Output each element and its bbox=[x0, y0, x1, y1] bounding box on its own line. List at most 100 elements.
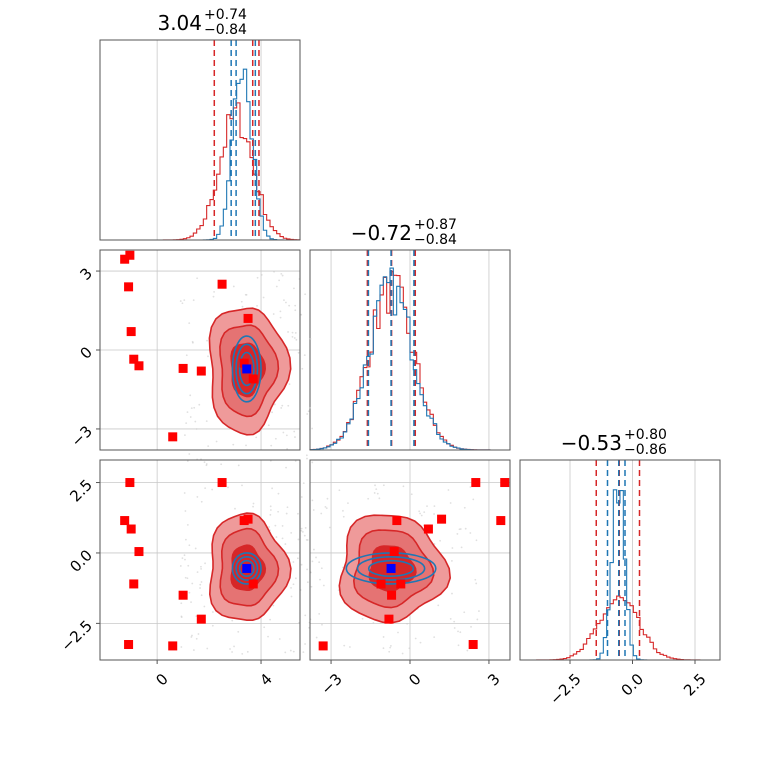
sample-point bbox=[206, 647, 209, 650]
sample-point bbox=[326, 497, 329, 500]
sample-point bbox=[290, 595, 293, 598]
sample-point bbox=[192, 649, 195, 651]
sample-point bbox=[279, 310, 282, 313]
sample-point bbox=[232, 285, 235, 288]
sample-point bbox=[291, 336, 294, 338]
sample-point bbox=[280, 272, 283, 275]
y-tick-label: −2.5 bbox=[58, 617, 96, 655]
red-marker bbox=[239, 358, 249, 368]
sample-point bbox=[320, 512, 323, 515]
x-tick-label: 0 bbox=[152, 670, 171, 689]
sample-point bbox=[450, 560, 453, 562]
sample-point bbox=[290, 586, 292, 589]
sample-point bbox=[306, 581, 309, 584]
red-marker bbox=[248, 374, 258, 384]
sample-point bbox=[256, 276, 259, 279]
sample-point bbox=[200, 581, 203, 583]
sample-point bbox=[189, 416, 192, 418]
red-marker bbox=[125, 478, 135, 488]
sample-point bbox=[300, 563, 303, 566]
sample-point bbox=[304, 293, 307, 296]
sample-point bbox=[301, 530, 304, 533]
sample-point bbox=[458, 528, 461, 531]
sample-point bbox=[184, 510, 187, 512]
sample-point bbox=[382, 647, 385, 650]
sample-point bbox=[449, 617, 452, 620]
hist-1-frame bbox=[309, 249, 511, 451]
sample-point bbox=[306, 457, 308, 460]
sample-point bbox=[304, 614, 307, 617]
sample-point bbox=[288, 304, 291, 307]
sample-point bbox=[200, 594, 203, 597]
title-plus: +0.80 bbox=[624, 427, 667, 443]
sample-point bbox=[281, 525, 284, 527]
sample-point bbox=[389, 645, 392, 647]
sample-point bbox=[297, 538, 300, 541]
sample-point bbox=[199, 583, 202, 586]
red-marker bbox=[423, 524, 433, 534]
sample-point bbox=[192, 299, 195, 302]
red-marker bbox=[178, 363, 188, 373]
sample-point bbox=[186, 460, 189, 462]
blue-marker bbox=[242, 364, 252, 374]
sample-point bbox=[181, 557, 184, 560]
sample-point bbox=[179, 565, 182, 567]
red-marker bbox=[178, 590, 188, 600]
red-marker bbox=[120, 254, 130, 264]
sample-point bbox=[419, 641, 422, 644]
sample-point bbox=[185, 422, 188, 425]
red-marker bbox=[384, 614, 394, 624]
sample-point bbox=[292, 561, 295, 563]
sample-point bbox=[292, 650, 295, 653]
sample-point bbox=[310, 585, 313, 588]
sample-point bbox=[181, 302, 184, 305]
sample-point bbox=[294, 577, 297, 580]
sample-point bbox=[451, 592, 453, 595]
sample-point bbox=[372, 622, 375, 624]
sample-point bbox=[306, 568, 309, 571]
sample-point bbox=[478, 610, 480, 612]
y-tick-label: 0 bbox=[77, 343, 96, 362]
sample-point bbox=[433, 505, 436, 508]
blue-contour bbox=[367, 559, 415, 577]
sample-point bbox=[241, 484, 243, 487]
sample-point bbox=[190, 601, 192, 604]
sample-point bbox=[277, 492, 280, 495]
sample-point bbox=[463, 611, 466, 614]
sample-point bbox=[269, 509, 272, 511]
sample-point bbox=[293, 287, 295, 290]
sample-point bbox=[437, 604, 440, 607]
red-marker bbox=[126, 327, 136, 337]
x-tick-label: 2.5 bbox=[680, 670, 710, 700]
sample-point bbox=[410, 493, 413, 496]
sample-point bbox=[188, 322, 191, 325]
red-marker bbox=[496, 516, 506, 526]
sample-point bbox=[281, 404, 284, 407]
sample-point bbox=[183, 299, 186, 301]
hist-panel-2: −0.53 +0.80−0.86 bbox=[520, 427, 720, 661]
sample-point bbox=[464, 527, 467, 530]
sample-point bbox=[303, 534, 306, 537]
sample-point bbox=[423, 511, 426, 514]
sample-point bbox=[373, 492, 376, 494]
sample-point bbox=[180, 602, 183, 605]
title-value: −0.53 bbox=[561, 431, 622, 455]
sample-point bbox=[294, 436, 296, 438]
sample-point bbox=[426, 505, 428, 507]
sample-point bbox=[272, 604, 275, 607]
sample-point bbox=[338, 489, 341, 492]
blue-contour bbox=[238, 351, 255, 387]
sample-point bbox=[188, 453, 191, 455]
y-tick-label: 0.0 bbox=[66, 546, 96, 576]
sample-point bbox=[470, 625, 472, 628]
hist-red-line bbox=[100, 102, 301, 241]
sample-point bbox=[179, 300, 182, 302]
red-marker bbox=[243, 313, 253, 323]
sample-point bbox=[447, 489, 450, 491]
sample-point bbox=[206, 339, 208, 342]
sample-point bbox=[347, 502, 349, 505]
sample-point bbox=[231, 619, 234, 622]
blue-marker bbox=[386, 563, 396, 573]
x-tick-label: −2.5 bbox=[546, 670, 584, 708]
sample-point bbox=[211, 624, 214, 627]
